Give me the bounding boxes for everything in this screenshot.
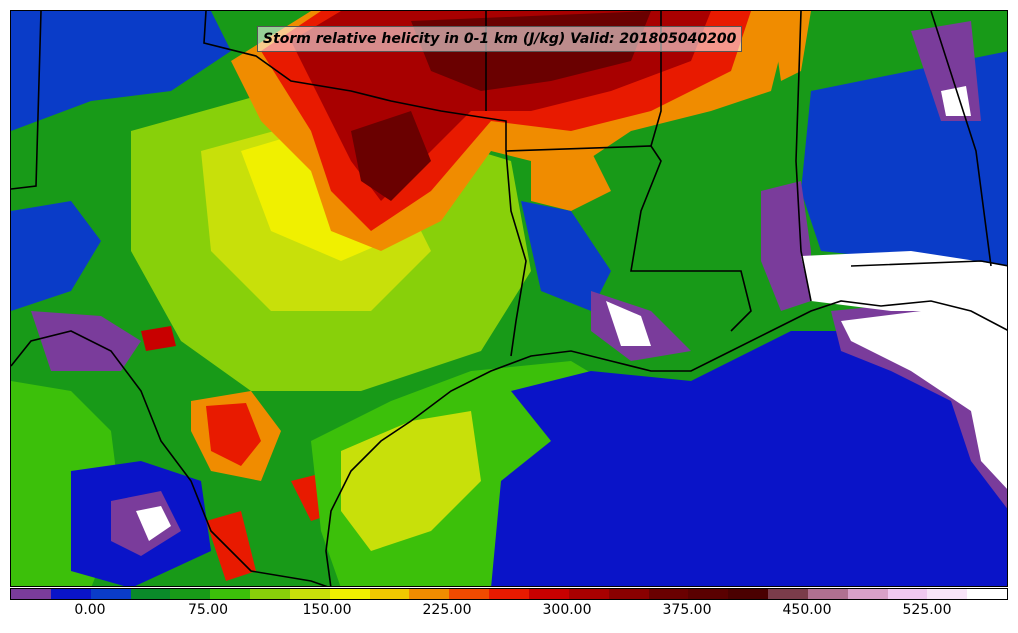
colorbar-segment: [329, 589, 370, 599]
field-region-blue-nw: [11, 11, 231, 131]
field-region-white-sw: [136, 506, 171, 541]
field-region-maroon-core-2: [351, 111, 431, 201]
map-title: Storm relative helicity in 0-1 km (J/kg)…: [257, 26, 743, 52]
field-region-white-ne: [941, 86, 971, 116]
colorbar-segment: [489, 589, 529, 599]
colorbar: [10, 588, 1008, 600]
oklahoma-texas-border: [203, 11, 507, 151]
field-region-red-stx: [206, 403, 261, 466]
field-region-purple-w: [31, 311, 141, 371]
colorbar-segment: [927, 589, 968, 599]
colorbar-tick-label: 0.00: [74, 602, 106, 618]
colorbar-segment: [568, 589, 609, 599]
colorbar-tick-label: 375.00: [662, 602, 712, 618]
helicity-map: Storm relative helicity in 0-1 km (J/kg)…: [10, 10, 1008, 587]
colorbar-segment: [528, 589, 569, 599]
new-mexico-border: [11, 11, 42, 190]
arkansas-louisiana-border: [505, 145, 752, 332]
colorbar-segment: [369, 589, 410, 599]
colorbar-tick-label: 525.00: [902, 602, 952, 618]
field-region-blue-w: [11, 201, 101, 311]
colorbar-tick-label: 300.00: [542, 602, 592, 618]
field-region-red-w: [141, 326, 176, 351]
colorbar-segment: [50, 589, 91, 599]
gulf-coastline: [325, 300, 1007, 586]
field-region-orange-east: [531, 151, 611, 211]
colorbar-ticks: 0.00 75.00 150.00 225.00 300.00 375.00 450.00 5…: [10, 602, 1008, 624]
colorbar-segment: [11, 589, 51, 599]
colorbar-segment: [847, 589, 888, 599]
state-boundaries: [11, 11, 1007, 586]
colorbar-segment: [728, 589, 769, 599]
colorbar-segment: [210, 589, 251, 599]
mississippi-alabama-border: [795, 11, 812, 302]
florida-border: [850, 260, 1007, 267]
colorbar-segment: [967, 589, 1008, 599]
colorbar-segment: [90, 589, 131, 599]
field-region-blue-gulf: [491, 331, 1007, 586]
colorbar-tick-label: 150.00: [302, 602, 352, 618]
field-region-white-la: [606, 301, 651, 346]
rio-grande-border: [11, 330, 328, 586]
colorbar-segment: [170, 589, 211, 599]
colorbar-segment: [688, 589, 729, 599]
colorbar-segment: [768, 589, 808, 599]
colorbar-segment: [250, 589, 290, 599]
colorbar-segment: [887, 589, 928, 599]
colorbar-segment: [409, 589, 450, 599]
colorbar-segment: [289, 589, 330, 599]
colorbar-tick-label: 75.00: [187, 602, 229, 618]
colorbar-segment: [807, 589, 848, 599]
colorbar-segment: [130, 589, 171, 599]
field-region-white-gulf: [841, 311, 1007, 489]
colorbar-segment: [449, 589, 490, 599]
alabama-georgia-border: [930, 11, 992, 267]
colorbar-segment: [648, 589, 689, 599]
texas-louisiana-border: [505, 150, 527, 357]
colorbar-tick-label: 450.00: [782, 602, 832, 618]
field-region-blue-la: [521, 201, 611, 311]
colorbar-tick-label: 225.00: [422, 602, 472, 618]
colorbar-segment: [608, 589, 649, 599]
map-canvas: [11, 11, 1007, 586]
